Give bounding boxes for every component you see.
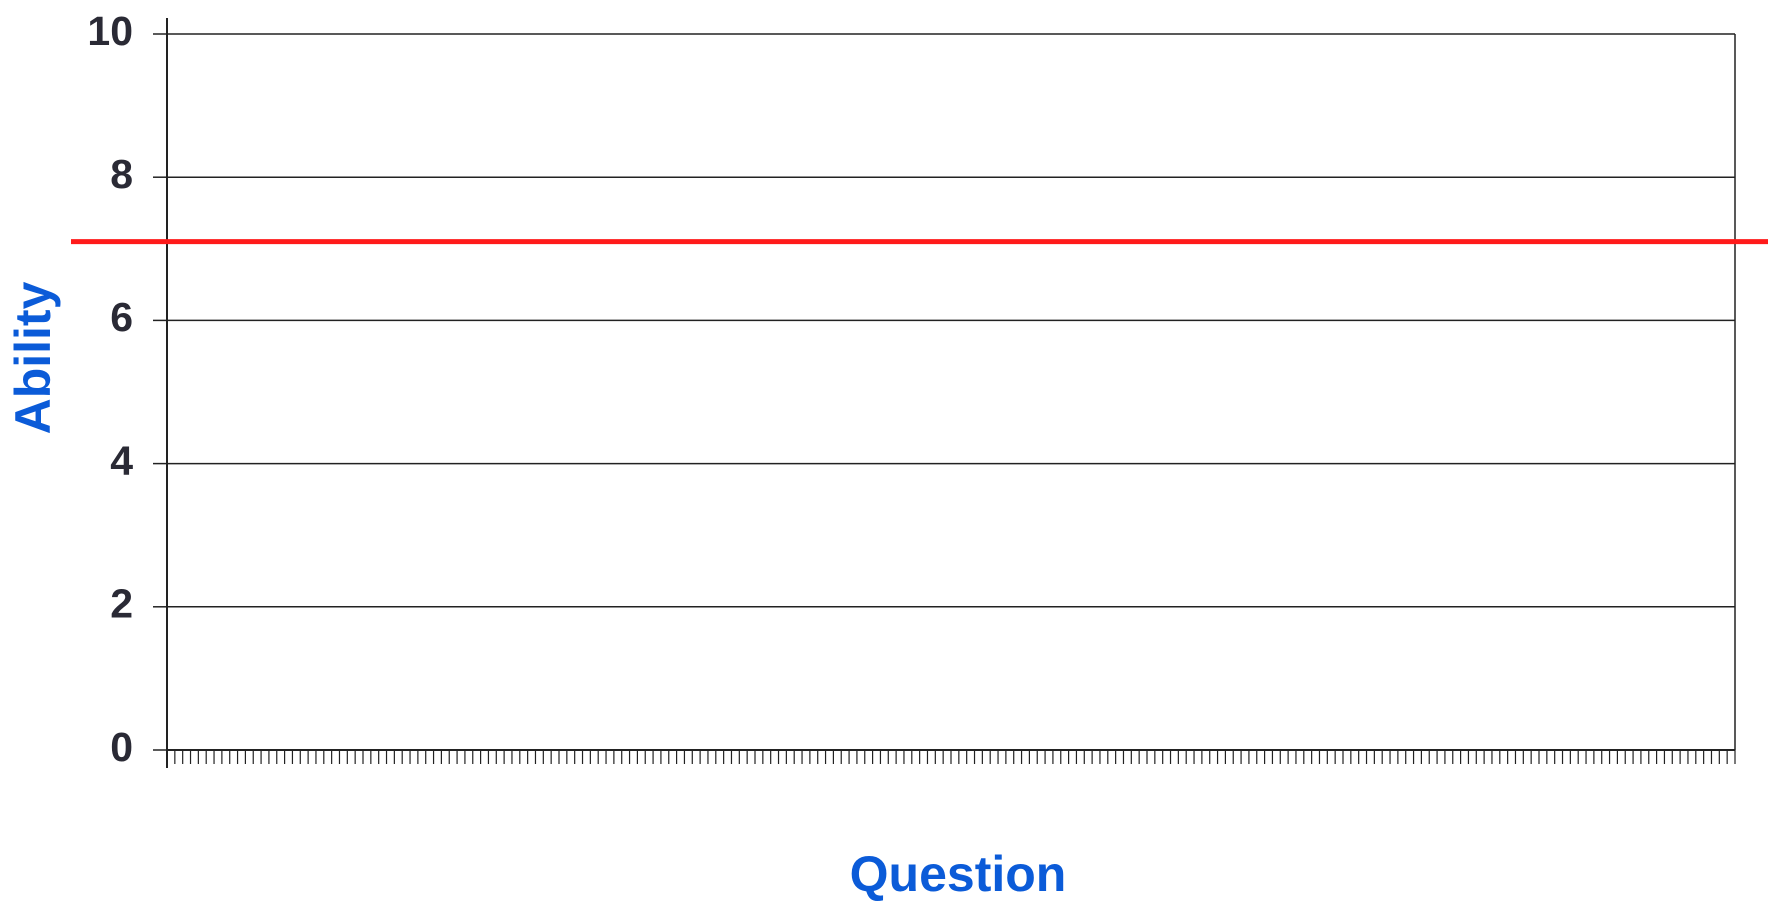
x-axis-title: Question: [850, 846, 1067, 901]
y-tick-label: 0: [110, 724, 133, 770]
y-tick-label: 10: [87, 8, 133, 54]
y-tick-label: 2: [110, 581, 133, 627]
y-axis-title: Ability: [5, 281, 61, 434]
y-tick-label: 6: [110, 294, 133, 340]
y-tick-label: 8: [110, 151, 133, 197]
y-tick-label: 4: [110, 437, 133, 483]
